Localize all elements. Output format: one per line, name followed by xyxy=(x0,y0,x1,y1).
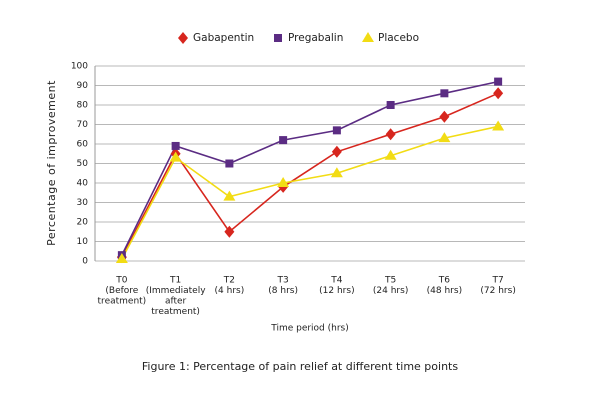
y-axis-label: Percentage of improvement xyxy=(45,80,58,246)
series-line xyxy=(121,92,499,258)
data-point xyxy=(492,120,505,131)
data-point xyxy=(494,77,503,86)
data-point xyxy=(223,190,236,201)
data-point xyxy=(115,253,128,264)
y-tick-label: 40 xyxy=(77,179,89,189)
data-point xyxy=(493,87,504,100)
y-tick-label: 100 xyxy=(71,62,88,72)
x-tick-label: (72 hrs) xyxy=(480,286,515,296)
series-line xyxy=(121,125,499,260)
data-point xyxy=(277,177,290,187)
caption: Figure 1: Percentage of pain relief at d… xyxy=(142,360,458,373)
data-point xyxy=(440,89,449,98)
legend-label: Placebo xyxy=(378,32,419,44)
x-tick-label: (Before xyxy=(105,286,138,296)
data-point xyxy=(279,136,288,145)
y-tick-label: 60 xyxy=(77,140,89,150)
x-tick-label: (24 hrs) xyxy=(373,286,408,296)
data-point xyxy=(171,141,180,150)
y-tick-label: 10 xyxy=(77,237,89,247)
x-tick-label: treatment) xyxy=(151,307,200,317)
data-point xyxy=(224,225,235,238)
x-tick-label: T2 xyxy=(223,276,235,286)
x-tick-label: T7 xyxy=(492,276,504,286)
x-axis-label: Time period (hrs) xyxy=(270,324,349,334)
data-point xyxy=(332,126,341,135)
data-point xyxy=(169,151,182,162)
legend-marker xyxy=(178,32,188,44)
x-tick-label: (Immediately xyxy=(146,286,207,296)
data-point xyxy=(386,101,395,109)
legend-marker xyxy=(274,34,282,42)
x-tick-label: T5 xyxy=(384,276,396,286)
data-point xyxy=(225,159,234,168)
legend-label: Gabapentin xyxy=(193,32,254,44)
x-tick-label: T3 xyxy=(277,276,289,286)
data-point xyxy=(331,145,342,158)
legend-label: Pregabalin xyxy=(288,32,343,44)
y-tick-label: 90 xyxy=(77,81,89,91)
y-tick-label: 0 xyxy=(82,257,88,267)
data-point xyxy=(384,149,397,160)
x-tick-label: T6 xyxy=(438,276,450,286)
data-point xyxy=(330,167,343,178)
y-tick-label: 70 xyxy=(77,120,89,130)
legend-marker xyxy=(362,32,374,42)
data-point xyxy=(438,132,451,143)
y-tick-label: 50 xyxy=(77,159,89,169)
series-line xyxy=(121,80,499,256)
y-tick-label: 30 xyxy=(77,198,89,208)
x-tick-label: (4 hrs) xyxy=(215,286,245,296)
y-tick-label: 20 xyxy=(77,218,89,228)
x-tick-label: (12 hrs) xyxy=(319,286,354,296)
data-point xyxy=(439,110,450,123)
y-tick-label: 80 xyxy=(77,101,89,111)
x-tick-label: T4 xyxy=(330,276,342,286)
x-tick-label: T0 xyxy=(115,276,127,286)
x-tick-label: T1 xyxy=(169,276,181,286)
data-point xyxy=(385,128,396,141)
x-tick-label: (48 hrs) xyxy=(427,286,462,296)
x-tick-label: treatment) xyxy=(98,297,147,307)
x-tick-label: (8 hrs) xyxy=(268,286,298,296)
x-tick-label: after xyxy=(165,297,187,307)
